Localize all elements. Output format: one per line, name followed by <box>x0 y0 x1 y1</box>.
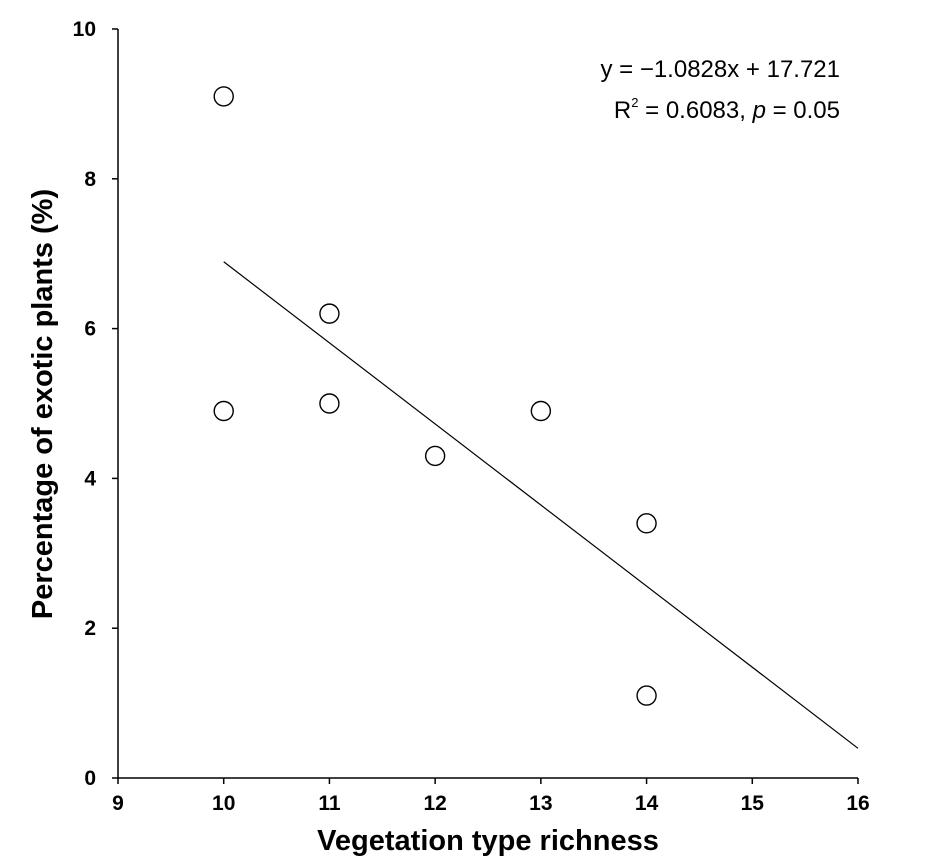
trend-line <box>223 261 859 749</box>
x-tick-label: 9 <box>112 792 124 815</box>
x-tick-label: 12 <box>423 792 446 815</box>
data-point <box>213 400 234 422</box>
x-tick-label: 14 <box>635 792 659 815</box>
x-tick-label: 16 <box>846 792 869 815</box>
tick-labels: 9 10 11 12 13 14 15 16 0 2 4 6 8 10 <box>73 18 870 815</box>
y-tick-label: 10 <box>73 18 96 41</box>
y-tick-label: 6 <box>84 318 96 341</box>
data-point <box>213 86 234 107</box>
ticks <box>112 28 859 784</box>
r-superscript: 2 <box>631 95 638 110</box>
p-label: p <box>752 97 766 124</box>
y-tick-label: 2 <box>84 617 96 640</box>
x-tick-label: 13 <box>529 792 552 815</box>
x-tick-label: 15 <box>741 792 765 815</box>
y-axis-title: Percentage of exotic plants (%) <box>27 189 59 619</box>
axes <box>117 29 858 779</box>
y-tick-label: 8 <box>84 168 96 191</box>
p-value: = 0.05 <box>766 97 840 124</box>
x-axis-title: Vegetation type richness <box>317 825 659 857</box>
r-squared-annotation: R2 = 0.6083, p = 0.05 <box>614 95 840 124</box>
data-point <box>319 303 340 324</box>
x-tick-label: 11 <box>318 792 341 815</box>
r-label: R <box>614 97 631 124</box>
y-tick-label: 4 <box>84 467 96 490</box>
y-tick-label: 0 <box>84 767 96 790</box>
data-point <box>424 445 446 467</box>
data-point <box>636 685 657 706</box>
regression-equation: y = −1.0828x + 17.721 <box>600 56 840 83</box>
data-point <box>636 513 657 534</box>
data-point <box>530 400 552 422</box>
r-value: = 0.6083, <box>638 97 752 124</box>
x-tick-label: 10 <box>212 792 235 815</box>
data-points <box>213 86 657 706</box>
data-point <box>319 393 340 414</box>
